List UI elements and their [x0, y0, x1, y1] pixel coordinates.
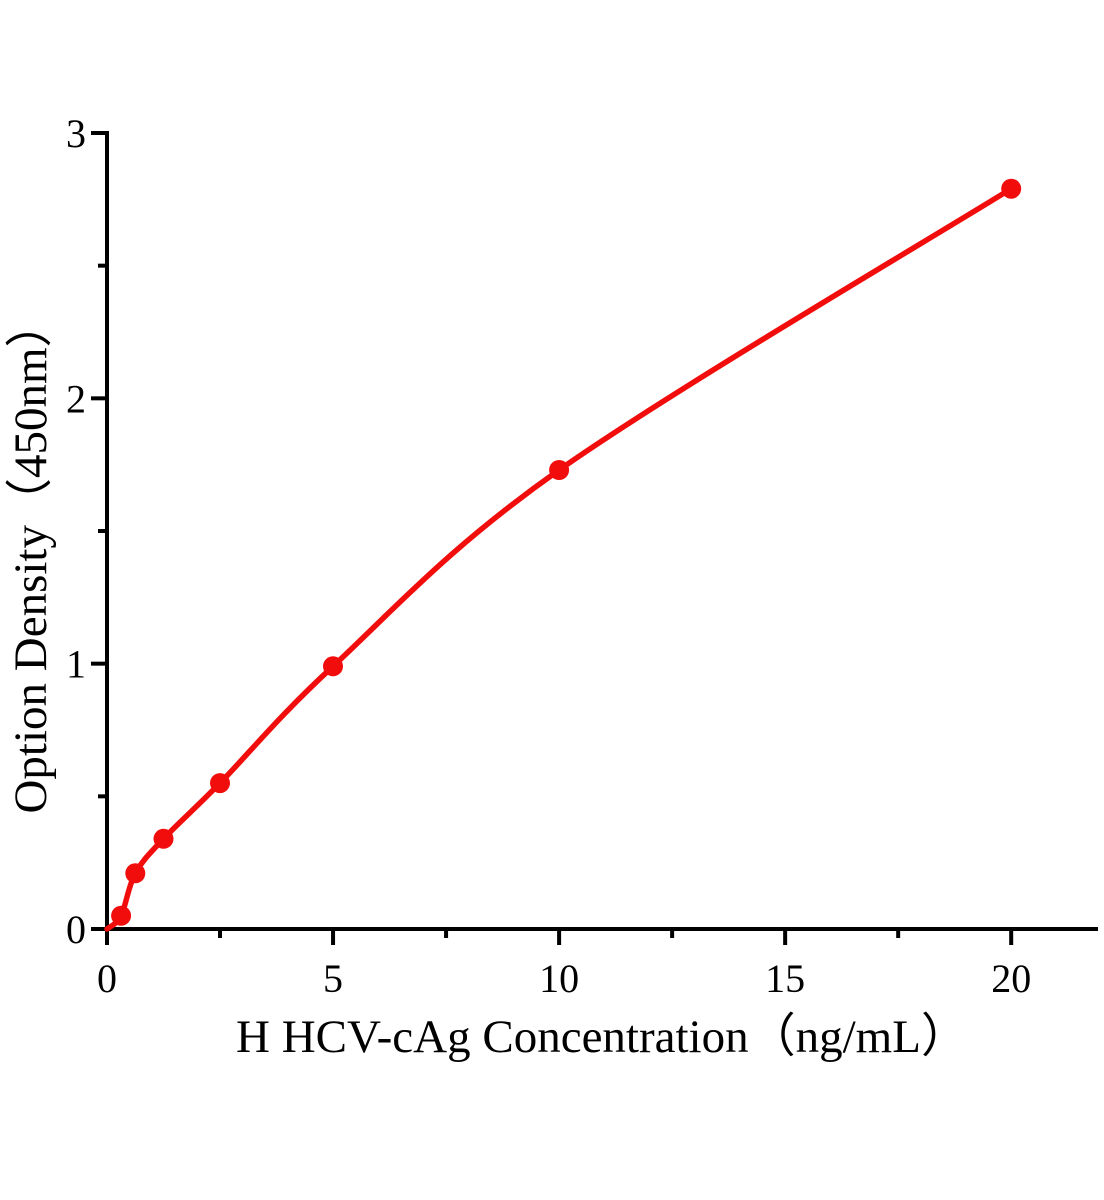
data-point [549, 460, 570, 480]
plot-layer: 0 5 10 15 20 0 1 2 3 [66, 111, 1098, 1001]
x-tick-label: 20 [991, 956, 1031, 1001]
y-tick-label: 2 [66, 376, 86, 421]
data-point [1001, 178, 1022, 199]
x-tick-label: 5 [323, 956, 343, 1001]
x-tick-label: 0 [97, 956, 117, 1001]
x-axis-title: H HCV-cAg Concentration（ng/mL） [236, 1011, 968, 1063]
x-tick-label: 10 [539, 956, 579, 1001]
data-point [125, 863, 146, 884]
data-point [111, 905, 132, 926]
data-point [210, 773, 230, 794]
y-tick-label: 3 [66, 111, 86, 156]
x-tick-label: 15 [765, 956, 805, 1001]
y-tick-label: 0 [66, 907, 86, 952]
data-point [323, 656, 343, 677]
y-tick-label: 1 [66, 642, 86, 687]
y-axis-title: Option Density（450nm） [5, 300, 57, 813]
data-point [153, 828, 174, 849]
fitted-curve [104, 185, 1014, 932]
